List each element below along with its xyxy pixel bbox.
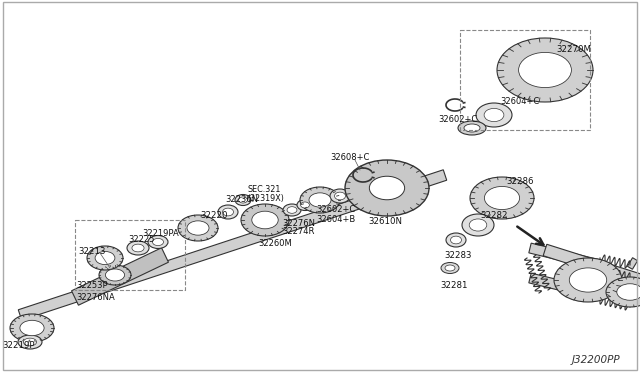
- Polygon shape: [529, 243, 601, 270]
- Text: 32283: 32283: [444, 250, 472, 260]
- Text: SEC.321: SEC.321: [247, 185, 280, 193]
- Text: 32602+C: 32602+C: [438, 115, 477, 125]
- Ellipse shape: [287, 207, 297, 213]
- Ellipse shape: [178, 215, 218, 241]
- Ellipse shape: [451, 236, 461, 244]
- Ellipse shape: [239, 197, 248, 203]
- Ellipse shape: [445, 265, 455, 271]
- Ellipse shape: [464, 124, 480, 132]
- Ellipse shape: [554, 258, 622, 302]
- Text: 32286: 32286: [506, 177, 534, 186]
- Ellipse shape: [369, 176, 404, 200]
- Text: 32219PA: 32219PA: [142, 230, 179, 238]
- Ellipse shape: [87, 246, 123, 270]
- Ellipse shape: [241, 204, 289, 236]
- Ellipse shape: [484, 186, 520, 209]
- Polygon shape: [19, 170, 447, 320]
- Ellipse shape: [127, 241, 149, 255]
- Ellipse shape: [617, 284, 640, 300]
- Ellipse shape: [20, 320, 44, 336]
- Ellipse shape: [132, 244, 144, 252]
- Polygon shape: [529, 273, 601, 300]
- Text: 32608+C: 32608+C: [330, 154, 369, 163]
- Ellipse shape: [330, 189, 350, 203]
- Ellipse shape: [148, 235, 168, 248]
- Text: 32220: 32220: [200, 211, 227, 219]
- Ellipse shape: [10, 314, 54, 342]
- Ellipse shape: [497, 38, 593, 102]
- Ellipse shape: [470, 177, 534, 219]
- Ellipse shape: [18, 335, 42, 349]
- Ellipse shape: [309, 193, 331, 207]
- Ellipse shape: [345, 160, 429, 216]
- Ellipse shape: [462, 214, 494, 236]
- Ellipse shape: [218, 205, 238, 219]
- Ellipse shape: [441, 263, 459, 273]
- Text: 32604+C: 32604+C: [500, 97, 540, 106]
- Text: 32281: 32281: [440, 280, 467, 289]
- Polygon shape: [72, 248, 168, 305]
- Ellipse shape: [297, 199, 313, 211]
- Text: 32604+B: 32604+B: [316, 215, 355, 224]
- Text: 32276NA: 32276NA: [76, 294, 115, 302]
- Text: 32282: 32282: [480, 211, 508, 219]
- Polygon shape: [543, 244, 640, 286]
- Text: 32270M: 32270M: [556, 45, 591, 55]
- Ellipse shape: [283, 204, 301, 216]
- Ellipse shape: [300, 187, 340, 213]
- Ellipse shape: [187, 221, 209, 235]
- Text: 32219P: 32219P: [2, 340, 35, 350]
- Ellipse shape: [235, 195, 251, 205]
- Ellipse shape: [518, 52, 572, 87]
- Ellipse shape: [301, 202, 309, 208]
- Ellipse shape: [484, 108, 504, 122]
- Text: 32602+C: 32602+C: [316, 205, 355, 215]
- Text: (32319X): (32319X): [247, 193, 284, 202]
- Ellipse shape: [446, 233, 466, 247]
- Text: 32276N: 32276N: [282, 219, 315, 228]
- Polygon shape: [627, 258, 637, 269]
- Ellipse shape: [458, 121, 486, 135]
- Ellipse shape: [476, 103, 512, 127]
- Ellipse shape: [335, 192, 346, 200]
- Text: 32253P: 32253P: [76, 280, 108, 289]
- Ellipse shape: [606, 277, 640, 307]
- Ellipse shape: [469, 219, 487, 231]
- Ellipse shape: [570, 268, 607, 292]
- Text: 32274R: 32274R: [282, 228, 314, 237]
- Ellipse shape: [252, 211, 278, 229]
- Text: J32200PP: J32200PP: [572, 355, 620, 365]
- Ellipse shape: [223, 208, 234, 216]
- Text: 32225: 32225: [128, 235, 154, 244]
- Text: 32610N: 32610N: [368, 218, 402, 227]
- Ellipse shape: [24, 338, 36, 346]
- Ellipse shape: [152, 238, 163, 246]
- Text: 32260M: 32260M: [258, 240, 292, 248]
- Ellipse shape: [99, 265, 131, 285]
- Ellipse shape: [106, 269, 125, 281]
- Text: 32236N: 32236N: [225, 196, 258, 205]
- Ellipse shape: [95, 251, 115, 264]
- Text: 32213: 32213: [78, 247, 106, 257]
